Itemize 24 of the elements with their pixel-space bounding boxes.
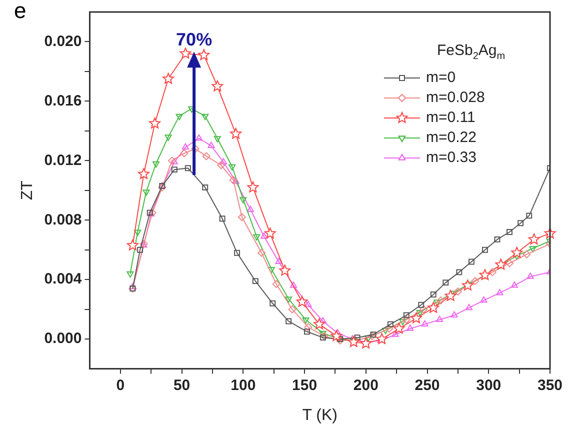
y-tick-label: 0.020 — [44, 32, 82, 50]
legend-label: m=0 — [426, 69, 456, 86]
x-tick-label: 300 — [476, 376, 502, 394]
y-tick-label: 0.008 — [44, 211, 82, 228]
legend-label: m=0.11 — [426, 109, 476, 126]
x-tick-label: 350 — [537, 376, 563, 394]
x-tick-label: 0 — [116, 376, 125, 394]
legend-label: m=0.22 — [426, 129, 476, 146]
y-axis-title: ZT — [19, 180, 36, 200]
y-tick-label: 0.004 — [44, 270, 82, 288]
x-tick-label: 100 — [230, 376, 256, 394]
y-tick-label: 0.016 — [44, 92, 82, 110]
x-tick-label: 250 — [414, 376, 440, 394]
legend-title: FeSb$_{2}$Ag$_{m}$ — [437, 42, 506, 62]
x-tick-label: 150 — [292, 376, 318, 394]
x-tick-label: 50 — [173, 376, 190, 394]
x-axis-title: T (K) — [302, 406, 338, 424]
y-tick-label: 0.000 — [44, 330, 82, 348]
legend-label: m=0.33 — [426, 149, 476, 166]
legend-label: m=0.028 — [426, 89, 485, 106]
y-tick-label: 0.012 — [44, 152, 82, 169]
annotation: 70% — [176, 30, 212, 50]
x-tick-label: 200 — [353, 376, 378, 394]
chart-title: e — [14, 0, 26, 24]
